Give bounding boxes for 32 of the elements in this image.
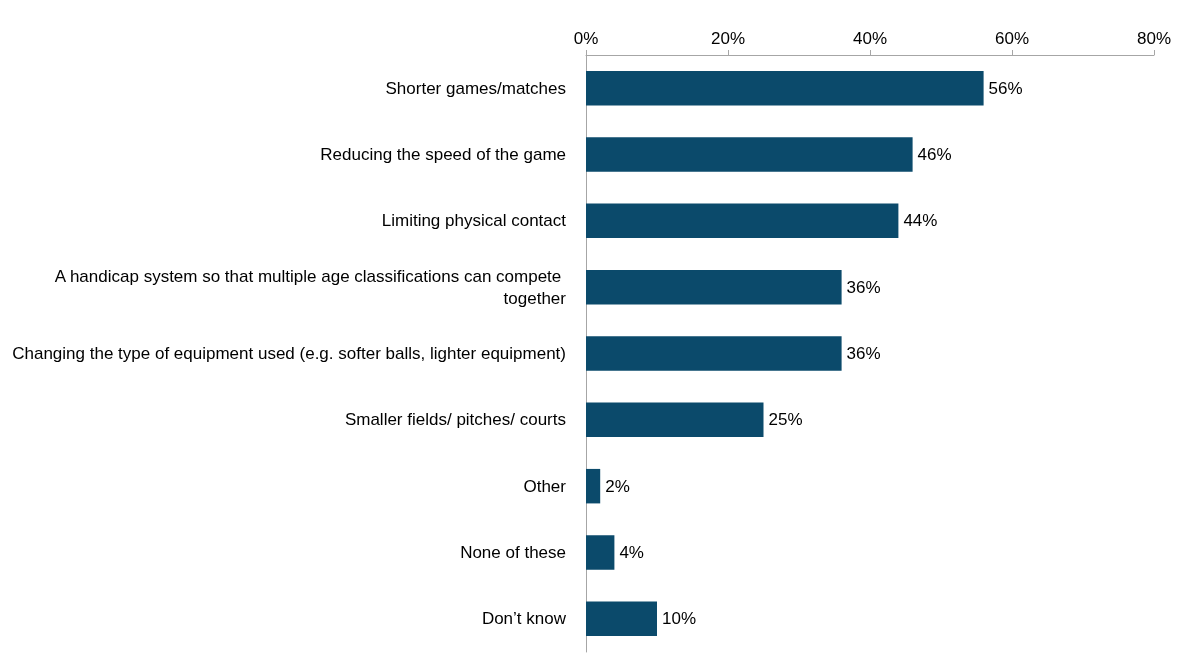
y-tick-label: Changing the type of equipment used (e.g. softer balls, lighter equipment)	[12, 344, 566, 363]
bar	[586, 203, 899, 239]
bar	[586, 402, 764, 438]
y-tick-label: Shorter games/matches	[385, 78, 566, 98]
data-label: 44%	[903, 211, 938, 231]
x-tick-label: 60%	[994, 29, 1030, 48]
bar	[586, 137, 913, 172]
data-label: 46%	[917, 145, 952, 164]
bar	[586, 269, 842, 305]
y-tick-label: Smaller fields/ pitches/ courts	[344, 410, 566, 430]
y-tick-label: A handicap system so that multiple age classifications can compete together	[54, 266, 567, 308]
x-tick-label: 0%	[573, 29, 599, 48]
data-label: 56%	[988, 78, 1023, 98]
x-tick-label: 20%	[710, 29, 746, 48]
data-label: 2%	[605, 476, 630, 496]
bar	[586, 70, 984, 106]
data-label: 36%	[846, 344, 881, 363]
y-tick-label: Other	[523, 476, 567, 496]
bar	[586, 535, 615, 570]
data-label: 36%	[846, 277, 881, 297]
bar	[586, 336, 842, 371]
data-label: 25%	[768, 410, 803, 430]
x-tick-label: 80%	[1136, 29, 1172, 48]
data-label: 10%	[662, 609, 697, 629]
bar	[586, 468, 601, 504]
x-tick-label: 40%	[852, 29, 888, 48]
bar	[586, 601, 657, 637]
data-label: 4%	[619, 543, 644, 562]
y-tick-label: Don’t know	[481, 609, 567, 629]
y-tick-label: Reducing the speed of the game	[320, 145, 566, 164]
y-tick-label: None of these	[460, 543, 566, 562]
y-tick-label: Limiting physical contact	[381, 211, 567, 231]
